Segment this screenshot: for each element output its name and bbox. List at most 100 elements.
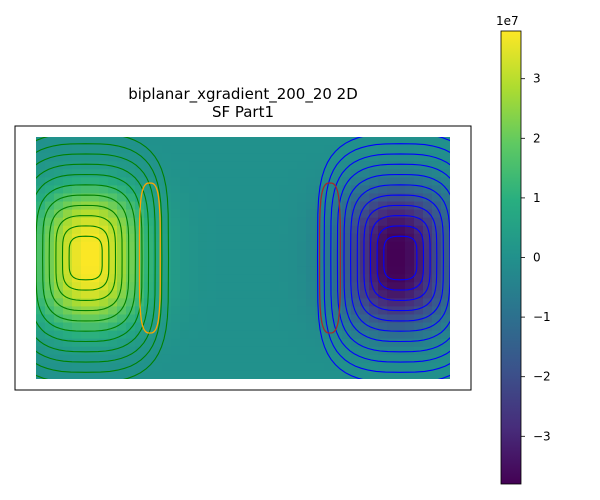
heatmap-cell: [306, 330, 316, 340]
heatmap-cell: [225, 137, 235, 146]
heatmap-cell: [234, 362, 244, 372]
heatmap-cell: [189, 338, 199, 348]
heatmap-cell: [423, 217, 433, 227]
heatmap-cell: [225, 290, 235, 299]
heatmap-cell: [261, 282, 271, 291]
heatmap-cell: [297, 330, 307, 340]
heatmap-cell: [99, 298, 109, 307]
heatmap-cell: [333, 185, 343, 195]
heatmap-cell: [414, 354, 424, 364]
heatmap-cell: [36, 314, 46, 324]
heatmap-cell: [297, 209, 307, 219]
heatmap-cell: [225, 169, 235, 178]
heatmap-cell: [270, 233, 280, 243]
heatmap-cell: [432, 306, 442, 316]
heatmap-cell: [432, 217, 442, 227]
heatmap-cell: [171, 249, 181, 259]
heatmap-cell: [432, 185, 442, 195]
heatmap-cell: [378, 241, 388, 251]
heatmap-cell: [270, 137, 280, 146]
heatmap-cell: [216, 145, 226, 154]
heatmap-cell: [306, 362, 316, 372]
heatmap-cell: [306, 290, 316, 299]
heatmap-cell: [243, 370, 253, 379]
heatmap-cell: [405, 217, 415, 227]
heatmap-cell: [144, 217, 154, 227]
heatmap-cell: [414, 217, 424, 227]
heatmap-cell: [243, 185, 253, 195]
heatmap-cell: [54, 338, 64, 348]
heatmap-cell: [81, 274, 91, 283]
heatmap-cell: [270, 193, 280, 203]
heatmap-cell: [72, 209, 82, 219]
heatmap-cell: [81, 241, 91, 251]
heatmap-cell: [333, 161, 343, 170]
heatmap-cell: [360, 217, 370, 227]
heatmap-cell: [342, 370, 352, 379]
heatmap-cell: [270, 145, 280, 154]
heatmap-cell: [252, 185, 262, 195]
heatmap-cell: [351, 370, 361, 379]
heatmap-cell: [36, 185, 46, 195]
heatmap-cell: [261, 370, 271, 379]
heatmap-cell: [369, 290, 379, 299]
heatmap-cell: [414, 249, 424, 259]
heatmap-cell: [405, 298, 415, 307]
heatmap-cell: [198, 258, 208, 267]
heatmap-cell: [72, 137, 82, 146]
heatmap-cell: [297, 298, 307, 307]
heatmap-cell: [72, 282, 82, 291]
heatmap-cell: [189, 145, 199, 154]
heatmap-cell: [90, 233, 100, 243]
heatmap-cell: [279, 161, 289, 170]
heatmap-cell: [153, 306, 163, 316]
heatmap-cell: [216, 193, 226, 203]
heatmap-cell: [396, 274, 406, 283]
heatmap-cell: [333, 201, 343, 211]
heatmap-cell: [252, 153, 262, 162]
heatmap-cell: [288, 266, 298, 275]
heatmap-cell: [207, 266, 217, 275]
heatmap-cell: [396, 233, 406, 243]
heatmap-cell: [72, 145, 82, 154]
heatmap-cell: [261, 298, 271, 307]
heatmap-cell: [288, 241, 298, 251]
heatmap-cell: [63, 274, 73, 283]
heatmap-cell: [63, 233, 73, 243]
heatmap-cell: [378, 161, 388, 170]
heatmap-cell: [108, 161, 118, 170]
heatmap-cell: [297, 177, 307, 186]
heatmap-cell: [297, 169, 307, 178]
heatmap-cell: [369, 241, 379, 251]
heatmap-cell: [396, 282, 406, 291]
contour-line: [36, 173, 143, 343]
heatmap-cell: [216, 306, 226, 316]
heatmap-cell: [414, 290, 424, 299]
heatmap-cell: [315, 145, 325, 154]
heatmap-cell: [441, 266, 450, 275]
heatmap-cell: [216, 241, 226, 251]
heatmap-cell: [333, 137, 343, 146]
heatmap-cell: [162, 306, 172, 316]
heatmap-cell: [360, 266, 370, 275]
heatmap-cell: [189, 322, 199, 332]
heatmap-cell: [81, 169, 91, 178]
heatmap-cell: [378, 370, 388, 379]
heatmap-cell: [189, 282, 199, 291]
heatmap-cell: [351, 209, 361, 219]
heatmap-cell: [153, 354, 163, 364]
heatmap-cell: [45, 137, 55, 146]
heatmap-cell: [342, 177, 352, 186]
heatmap-cell: [81, 137, 91, 146]
heatmap-cell: [252, 177, 262, 186]
heatmap-cell: [270, 217, 280, 227]
heatmap-cell: [441, 362, 450, 372]
heatmap-cell: [351, 201, 361, 211]
heatmap-cell: [369, 185, 379, 195]
heatmap-cell: [306, 274, 316, 283]
heatmap-cell: [351, 193, 361, 203]
heatmap-cell: [144, 209, 154, 219]
heatmap-cell: [297, 185, 307, 195]
heatmap-cell: [189, 153, 199, 162]
heatmap-cell: [297, 290, 307, 299]
